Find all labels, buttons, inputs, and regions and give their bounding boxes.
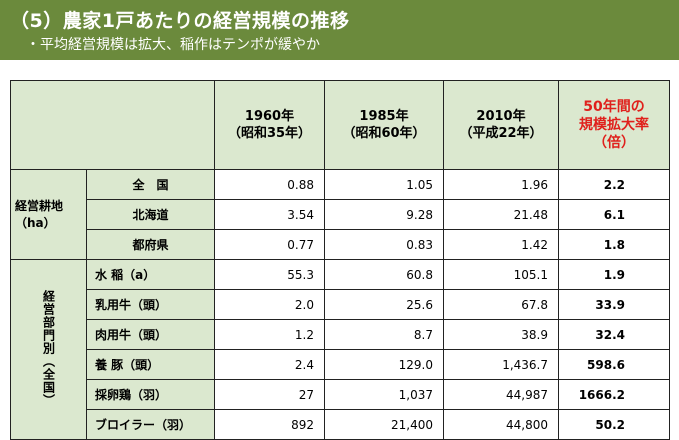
cell-rate: 50.2 [558, 409, 670, 440]
cell-1960: 0.88 [214, 169, 325, 200]
row-label: 都府県 [86, 229, 215, 260]
row-label: 養 豚（頭） [86, 349, 215, 380]
cell-1985: 8.7 [324, 319, 444, 350]
cell-1960: 892 [214, 409, 325, 440]
cell-1985: 1,037 [324, 379, 444, 410]
header-empty-cell [10, 80, 215, 170]
cell-rate: 1666.2 [558, 379, 670, 410]
table-row: 経営耕地 （ha） 全 国 0.88 1.05 1.96 2.2 [10, 169, 670, 260]
cell-2010: 1,436.7 [443, 349, 559, 380]
cell-rate: 32.4 [558, 319, 670, 350]
cell-1985: 0.83 [324, 229, 444, 260]
row-label: 北海道 [86, 199, 215, 230]
farm-scale-table: 1960年 （昭和35年） 1985年 （昭和60年） 2010年 （平成22年… [10, 80, 670, 440]
table-row: 経営部門別（全国） 水 稲（a） 55.3 60.8 105.1 1.9 [10, 259, 670, 440]
cell-2010: 105.1 [443, 259, 559, 290]
table-row: 養 豚（頭） 2.4 129.0 1,436.7 598.6 [11, 349, 670, 380]
table-row: 乳用牛（頭） 2.0 25.6 67.8 33.9 [11, 289, 670, 320]
cell-rate: 1.8 [558, 229, 670, 260]
cell-1960: 0.77 [214, 229, 325, 260]
cell-2010: 67.8 [443, 289, 559, 320]
header-1960: 1960年 （昭和35年） [214, 80, 325, 170]
cell-rate: 598.6 [558, 349, 670, 380]
cell-2010: 1.42 [443, 229, 559, 260]
cell-rate: 2.2 [558, 169, 670, 200]
cell-1960: 3.54 [214, 199, 325, 230]
cell-rate: 6.1 [558, 199, 670, 230]
header-rate: 50年間の 規模拡大率 （倍） [558, 80, 670, 170]
cell-1985: 9.28 [324, 199, 444, 230]
cell-1960: 55.3 [214, 259, 325, 290]
group-label-farmland: 経営耕地 （ha） [10, 169, 87, 260]
cell-1960: 2.0 [214, 289, 325, 320]
header-2010: 2010年 （平成22年） [443, 80, 559, 170]
row-label: 肉用牛（頭） [86, 319, 215, 350]
cell-1960: 2.4 [214, 349, 325, 380]
row-label: ブロイラー（羽） [86, 409, 215, 440]
cell-2010: 44,987 [443, 379, 559, 410]
table-header-row: 1960年 （昭和35年） 1985年 （昭和60年） 2010年 （平成22年… [10, 80, 670, 170]
cell-1960: 1.2 [214, 319, 325, 350]
row-label: 水 稲（a） [86, 259, 215, 290]
page-title: （5）農家1戸あたりの経営規模の推移 [10, 10, 350, 32]
cell-rate: 33.9 [558, 289, 670, 320]
row-label: 採卵鶏（羽） [86, 379, 215, 410]
cell-1985: 60.8 [324, 259, 444, 290]
cell-1985: 21,400 [324, 409, 444, 440]
cell-2010: 21.48 [443, 199, 559, 230]
row-label: 乳用牛（頭） [86, 289, 215, 320]
table-row: 採卵鶏（羽） 27 1,037 44,987 1666.2 [11, 379, 670, 410]
header-bar: （5）農家1戸あたりの経営規模の推移 ・平均経営規模は拡大、稲作はテンポが緩やか [0, 0, 679, 60]
cell-1985: 1.05 [324, 169, 444, 200]
cell-1960: 27 [214, 379, 325, 410]
cell-2010: 38.9 [443, 319, 559, 350]
table-row: 肉用牛（頭） 1.2 8.7 38.9 32.4 [11, 319, 670, 350]
cell-1985: 25.6 [324, 289, 444, 320]
table-row: ブロイラー（羽） 892 21,400 44,800 50.2 [11, 409, 670, 440]
header-1985: 1985年 （昭和60年） [324, 80, 444, 170]
page-subtitle: ・平均経営規模は拡大、稲作はテンポが緩やか [26, 37, 320, 53]
group-label-sector: 経営部門別（全国） [10, 259, 87, 440]
row-label: 全 国 [86, 169, 215, 200]
table-row: 北海道 3.54 9.28 21.48 6.1 [11, 199, 670, 230]
table-row: 都府県 0.77 0.83 1.42 1.8 [11, 229, 670, 260]
cell-2010: 44,800 [443, 409, 559, 440]
cell-2010: 1.96 [443, 169, 559, 200]
cell-rate: 1.9 [558, 259, 670, 290]
cell-1985: 129.0 [324, 349, 444, 380]
